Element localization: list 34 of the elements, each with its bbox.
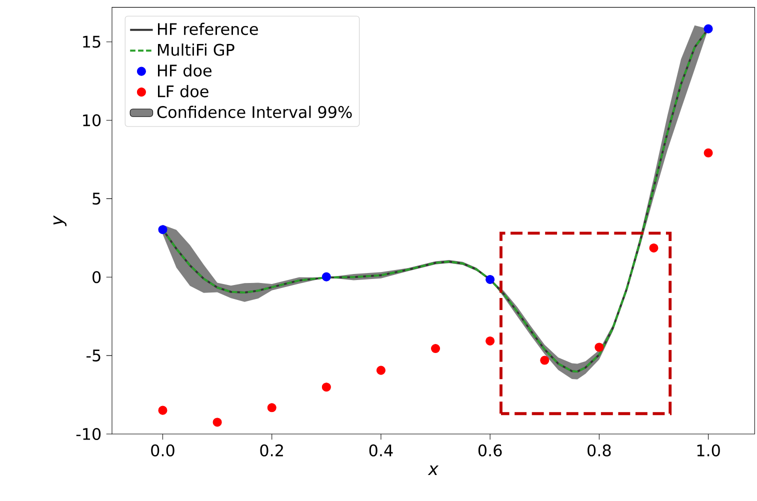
point bbox=[431, 344, 440, 354]
point bbox=[704, 24, 713, 34]
x-axis-title: x bbox=[428, 466, 439, 475]
y-tick-label: 0 bbox=[92, 271, 101, 284]
point bbox=[376, 366, 386, 375]
legend-label: HF doe bbox=[158, 64, 212, 77]
x-tick-label: 0.6 bbox=[478, 444, 502, 456]
point bbox=[158, 225, 168, 234]
point bbox=[158, 406, 168, 415]
y-tick-label: 10 bbox=[83, 114, 101, 126]
legend-label: LF doe bbox=[158, 85, 208, 98]
point bbox=[322, 272, 331, 282]
x-tick-label: 0.0 bbox=[151, 444, 174, 456]
legend-label: MultiFi GP bbox=[158, 44, 234, 56]
y-tick-label: 15 bbox=[83, 36, 100, 48]
x-tick-label: 0.2 bbox=[260, 444, 283, 456]
point bbox=[649, 243, 658, 252]
point bbox=[704, 148, 713, 158]
x-tick-label: 0.4 bbox=[369, 444, 393, 456]
x-tick-label: 1.0 bbox=[697, 444, 720, 456]
x-tick-label: 0.8 bbox=[588, 444, 611, 456]
point bbox=[267, 403, 276, 412]
point bbox=[540, 356, 550, 365]
point bbox=[594, 342, 604, 352]
legend-label: HF reference bbox=[158, 22, 258, 36]
point bbox=[486, 274, 495, 284]
y-tick-label: 5 bbox=[92, 192, 100, 205]
legend-label: Confidence Interval 99% bbox=[157, 106, 352, 118]
y-tick-label: -5 bbox=[86, 350, 100, 362]
y-tick-label: -10 bbox=[76, 428, 101, 440]
y-axis-title: y bbox=[53, 215, 66, 226]
point bbox=[322, 382, 331, 392]
point bbox=[212, 418, 222, 427]
point bbox=[486, 336, 495, 346]
